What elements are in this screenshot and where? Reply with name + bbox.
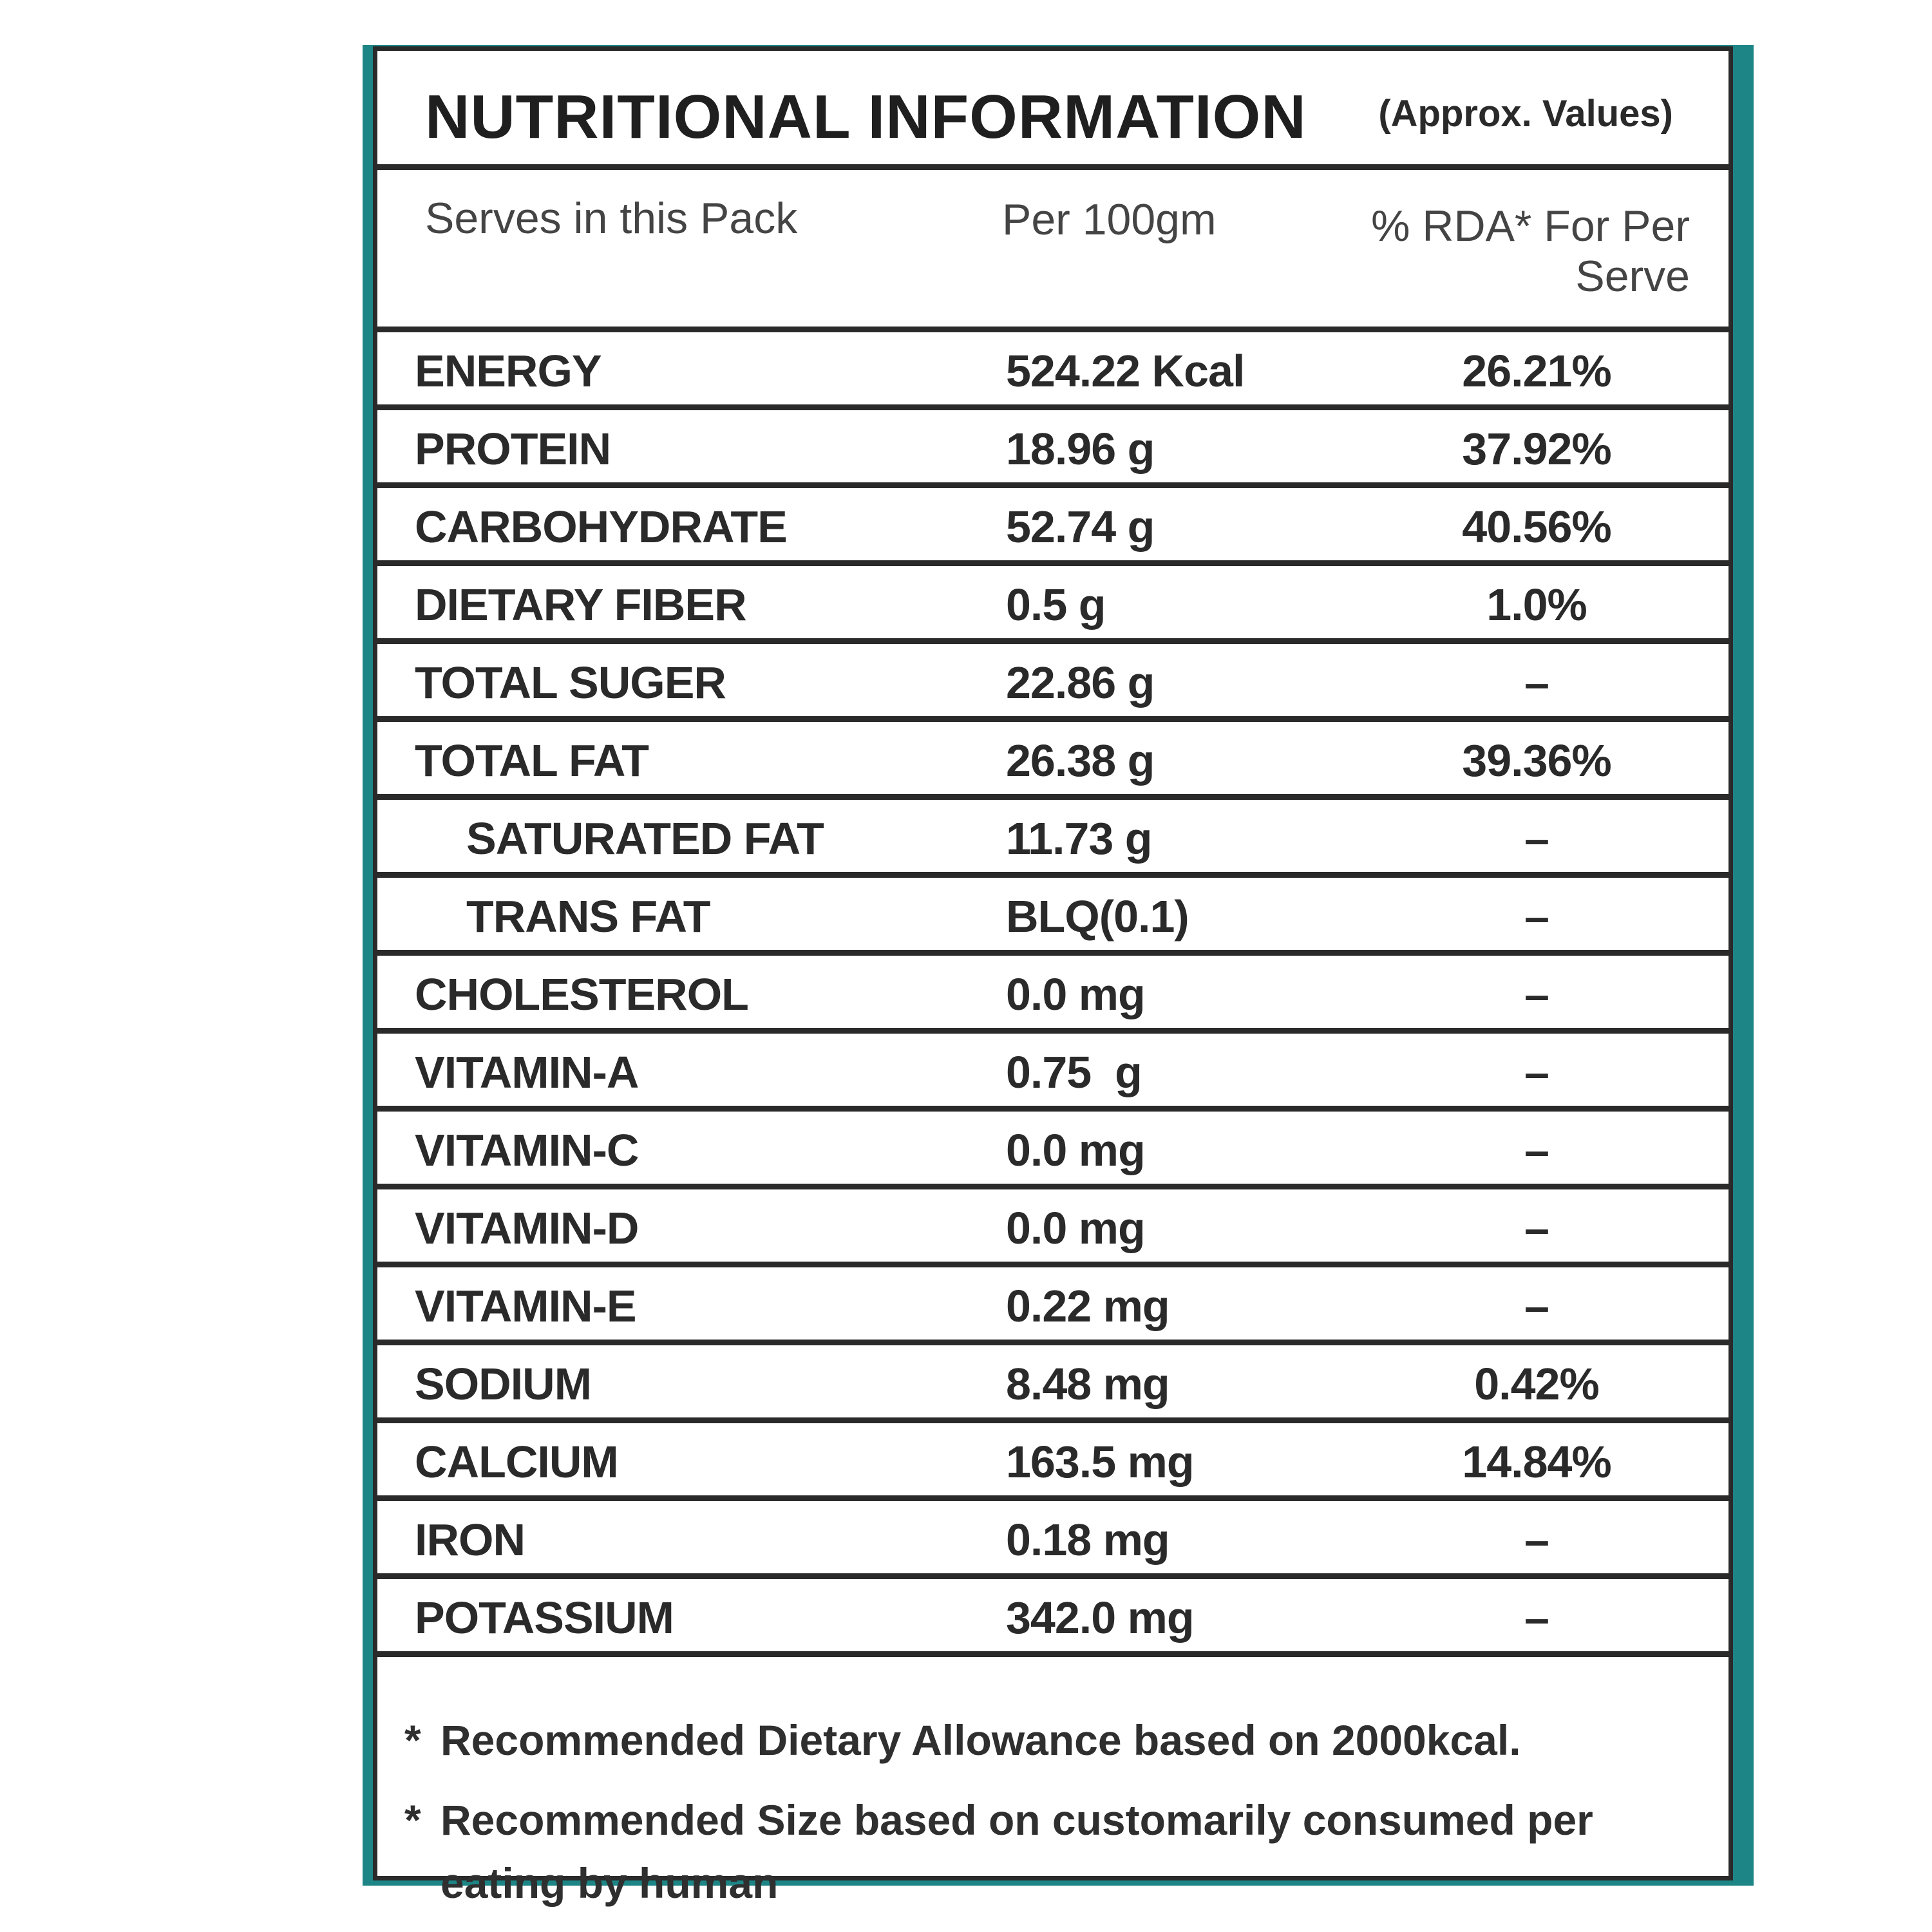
nutrient-rda: 39.36% bbox=[1462, 735, 1611, 786]
nutrient-value: BLQ(0.1) bbox=[1006, 891, 1189, 942]
title-row: NUTRITIONAL INFORMATION (Approx. Values) bbox=[377, 51, 1728, 170]
nutrient-rda: – bbox=[1524, 1203, 1549, 1253]
nutrient-name: IRON bbox=[415, 1515, 526, 1565]
nutrient-name: PROTEIN bbox=[415, 424, 611, 474]
nutrient-value: 342.0 mg bbox=[1006, 1593, 1195, 1643]
nutrient-name: VITAMIN-D bbox=[415, 1203, 639, 1253]
nutrient-rda: 40.56% bbox=[1462, 502, 1611, 552]
table-row: POTASSIUM 342.0 mg – bbox=[377, 1579, 1728, 1657]
nutrient-name: DIETARY FIBER bbox=[415, 580, 747, 630]
nutrient-name: ENERGY bbox=[415, 346, 602, 396]
nutrient-name: TRANS FAT bbox=[466, 891, 711, 942]
nutrient-name: CALCIUM bbox=[415, 1437, 619, 1487]
nutrient-name: CHOLESTEROL bbox=[415, 969, 749, 1019]
nutrient-value: 0.75 g bbox=[1006, 1047, 1142, 1097]
nutrient-name: SATURATED FAT bbox=[466, 813, 824, 864]
table-row: ENERGY 524.22 Kcal 26.21% bbox=[377, 332, 1728, 410]
nutrient-rda: – bbox=[1524, 1281, 1549, 1331]
footnote-text: Recommended Size based on customarily co… bbox=[440, 1796, 1593, 1907]
nutrient-value: 0.0 mg bbox=[1006, 1203, 1146, 1253]
nutrient-value: 0.5 g bbox=[1006, 580, 1106, 630]
header-serves: Serves in this Pack bbox=[425, 194, 798, 243]
footnote-text: Recommended Dietary Allowance based on 2… bbox=[440, 1716, 1521, 1764]
nutrient-name: VITAMIN-A bbox=[415, 1047, 639, 1097]
table-row: SATURATED FAT 11.73 g – bbox=[377, 800, 1728, 878]
nutrient-table: ENERGY 524.22 Kcal 26.21% PROTEIN 18.96 g 37… bbox=[377, 332, 1728, 1657]
nutrient-name: POTASSIUM bbox=[415, 1593, 674, 1643]
footnote: * Recommended Dietary Allowance based on… bbox=[404, 1709, 1705, 1772]
table-row: CHOLESTEROL 0.0 mg – bbox=[377, 956, 1728, 1034]
nutrient-name: VITAMIN-C bbox=[415, 1125, 639, 1175]
table-row: TOTAL FAT 26.38 g 39.36% bbox=[377, 722, 1728, 800]
nutrient-name: VITAMIN-E bbox=[415, 1281, 637, 1331]
table-row: VITAMIN-A 0.75 g – bbox=[377, 1034, 1728, 1112]
table-row: TOTAL SUGER 22.86 g – bbox=[377, 644, 1728, 722]
nutrient-rda: 37.92% bbox=[1462, 424, 1611, 474]
table-row: CARBOHYDRATE 52.74 g 40.56% bbox=[377, 488, 1728, 566]
nutrient-value: 18.96 g bbox=[1006, 424, 1155, 474]
table-row: IRON 0.18 mg – bbox=[377, 1501, 1728, 1579]
nutrient-rda: – bbox=[1524, 813, 1549, 864]
nutrient-value: 0.18 mg bbox=[1006, 1515, 1170, 1565]
nutrient-value: 0.22 mg bbox=[1006, 1281, 1170, 1331]
nutrient-rda: – bbox=[1524, 1047, 1549, 1097]
nutrient-value: 22.86 g bbox=[1006, 658, 1155, 708]
label-subtitle: (Approx. Values) bbox=[1378, 93, 1673, 135]
table-row: DIETARY FIBER 0.5 g 1.0% bbox=[377, 566, 1728, 644]
nutrient-name: TOTAL SUGER bbox=[415, 658, 726, 708]
header-rda: % RDA* For Per Serve bbox=[1371, 202, 1690, 301]
nutrient-rda: – bbox=[1524, 1593, 1549, 1643]
nutrient-name: CARBOHYDRATE bbox=[415, 502, 788, 552]
header-per-100gm: Per 100gm bbox=[1002, 195, 1217, 244]
nutrient-value: 0.0 mg bbox=[1006, 1125, 1146, 1175]
table-row: VITAMIN-D 0.0 mg – bbox=[377, 1189, 1728, 1267]
label-title: NUTRITIONAL INFORMATION bbox=[425, 82, 1307, 151]
nutrient-rda: – bbox=[1524, 891, 1549, 942]
nutrient-value: 163.5 mg bbox=[1006, 1437, 1195, 1487]
nutrient-value: 11.73 g bbox=[1006, 813, 1153, 864]
nutrient-rda: 0.42% bbox=[1474, 1359, 1599, 1409]
nutrient-rda: – bbox=[1524, 658, 1549, 708]
table-row: VITAMIN-C 0.0 mg – bbox=[377, 1112, 1728, 1189]
table-row: PROTEIN 18.96 g 37.92% bbox=[377, 410, 1728, 488]
footnote-marker: * bbox=[404, 1716, 421, 1764]
nutrient-value: 524.22 Kcal bbox=[1006, 346, 1245, 396]
nutrient-value: 52.74 g bbox=[1006, 502, 1155, 552]
nutrient-value: 26.38 g bbox=[1006, 735, 1155, 786]
footnote-marker: * bbox=[404, 1796, 421, 1844]
nutrient-rda: – bbox=[1524, 1515, 1549, 1565]
footnote: * Recommended Size based on customarily … bbox=[404, 1788, 1705, 1915]
nutrient-rda: – bbox=[1524, 1125, 1549, 1175]
nutrient-value: 8.48 mg bbox=[1006, 1359, 1170, 1409]
table-row: CALCIUM 163.5 mg 14.84% bbox=[377, 1423, 1728, 1501]
nutrient-rda: 1.0% bbox=[1486, 580, 1587, 630]
nutrient-rda: 14.84% bbox=[1462, 1437, 1611, 1487]
table-row: VITAMIN-E 0.22 mg – bbox=[377, 1267, 1728, 1345]
table-row: TRANS FAT BLQ(0.1) – bbox=[377, 878, 1728, 956]
table-row: SODIUM 8.48 mg 0.42% bbox=[377, 1345, 1728, 1423]
nutrient-name: TOTAL FAT bbox=[415, 735, 649, 786]
nutrient-rda: – bbox=[1524, 969, 1549, 1019]
nutrient-rda: 26.21% bbox=[1462, 346, 1611, 396]
nutrition-label: NUTRITIONAL INFORMATION (Approx. Values)… bbox=[373, 46, 1733, 1907]
nutrient-name: SODIUM bbox=[415, 1359, 592, 1409]
header-row: Serves in this Pack Per 100gm % RDA* For… bbox=[377, 170, 1728, 332]
nutrient-value: 0.0 mg bbox=[1006, 969, 1146, 1019]
